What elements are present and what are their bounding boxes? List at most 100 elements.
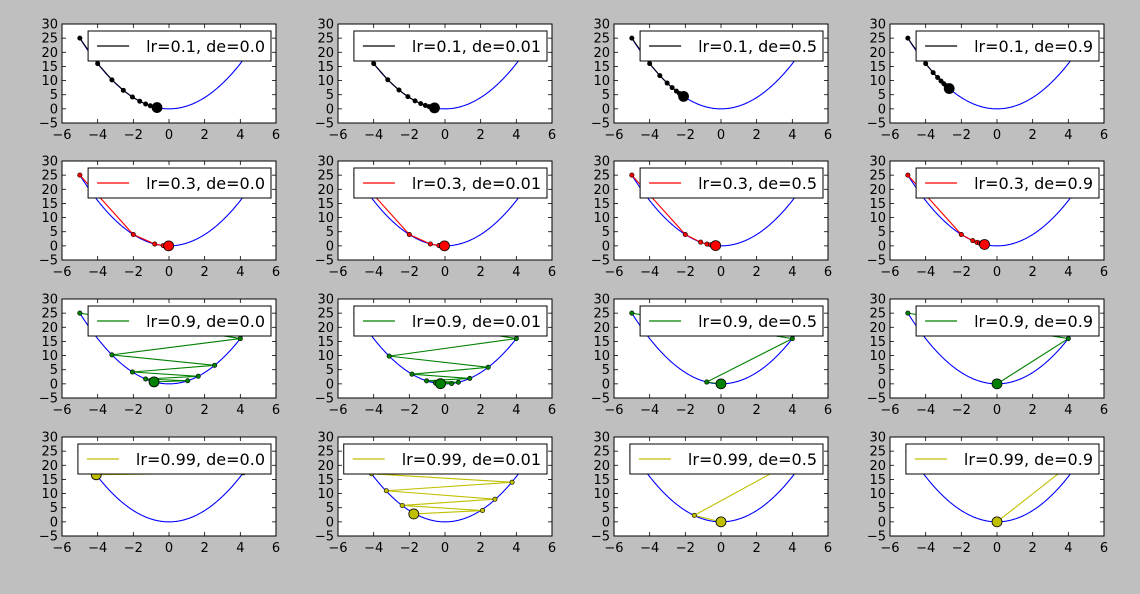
y-tick-label: 5 [50,88,58,103]
x-tick-label: 2 [753,403,761,418]
series-point [77,172,83,178]
final-point-marker [715,378,727,390]
final-point-marker [991,516,1003,528]
x-tick-label: 2 [477,128,485,143]
x-tick-label: 2 [1029,265,1037,280]
series-point [77,310,83,316]
x-tick-label: 0 [993,128,1001,143]
series-point [485,364,491,370]
y-tick-label: 25 [41,307,58,322]
x-tick-label: 6 [272,541,280,556]
y-tick-label: 15 [317,335,334,350]
y-tick-label: 25 [869,169,886,184]
y-tick-label: 5 [326,88,334,103]
x-tick-label: −2 [400,541,419,556]
legend-label: lr=0.1, de=0.01 [412,37,541,56]
legend-label: lr=0.3, de=0.0 [146,174,265,193]
series-point [664,80,670,86]
series-point [383,488,389,494]
x-tick-label: −2 [124,541,143,556]
y-tick-label: 0 [602,377,610,392]
y-tick-label: 15 [41,335,58,350]
series-point [698,239,704,245]
y-tick-label: 0 [878,515,886,530]
axes-frame [889,298,1105,399]
y-tick-label: 15 [869,335,886,350]
axes-frame [613,436,829,537]
y-tick-label: 25 [869,445,886,460]
x-tick-label: −4 [364,128,383,143]
x-tick-label: −6 [328,265,347,280]
x-tick-label: 4 [1064,265,1072,280]
legend-label: lr=0.1, de=0.0 [146,37,265,56]
y-tick-label: 5 [50,363,58,378]
y-tick-label: 5 [878,363,886,378]
series-point [129,369,135,375]
final-point-marker [163,240,175,252]
y-tick-label: 5 [878,225,886,240]
series-group [905,172,990,250]
axes-frame [61,298,277,399]
x-tick-label: 6 [824,265,832,280]
x-tick-label: −4 [364,403,383,418]
axes-frame [889,160,1105,261]
y-tick-label: −5 [867,254,886,269]
x-tick-label: −4 [916,128,935,143]
series-group [353,172,450,252]
series-point [109,77,115,83]
y-tick-label: 15 [593,473,610,488]
legend: lr=0.3, de=0.01 [353,167,548,199]
y-tick-label: −5 [867,530,886,545]
series-group [629,172,722,252]
y-tick-label: 25 [317,169,334,184]
y-tick-label: 10 [41,211,58,226]
x-tick-label: 0 [717,265,725,280]
y-tick-label: −5 [591,117,610,132]
x-tick-label: 4 [236,265,244,280]
y-tick-label: 30 [41,155,58,170]
x-tick-label: 4 [512,403,520,418]
y-tick-label: −5 [39,530,58,545]
series-point [455,379,461,385]
series-point [905,172,911,178]
legend: lr=0.99, de=0.9 [905,443,1100,475]
y-tick-label: 30 [593,18,610,33]
axes-frame [337,23,553,124]
x-tick-label: −2 [124,403,143,418]
y-tick-label: 25 [593,169,610,184]
y-tick-label: 30 [869,155,886,170]
x-tick-label: −6 [604,128,623,143]
series-point [930,70,936,76]
legend-label: lr=0.3, de=0.9 [974,174,1093,193]
series-point [629,172,635,178]
x-tick-label: 4 [788,265,796,280]
y-tick-label: 25 [317,32,334,47]
y-tick-label: 25 [593,32,610,47]
x-tick-label: −4 [640,128,659,143]
x-tick-label: 2 [753,265,761,280]
series-point [195,373,201,379]
y-tick-label: −5 [591,392,610,407]
x-tick-label: −4 [640,403,659,418]
series-point [691,512,697,518]
axes-frame [61,23,277,124]
y-tick-label: 15 [41,60,58,75]
legend-label: lr=0.9, de=0.01 [412,312,541,331]
y-tick-label: 25 [41,169,58,184]
y-tick-label: 0 [50,102,58,117]
series-point [185,378,191,384]
legend: lr=0.1, de=0.0 [87,30,272,62]
series-point [120,87,126,93]
series-point [77,35,83,41]
y-tick-label: 20 [41,321,58,336]
x-tick-label: −4 [364,541,383,556]
y-tick-label: 0 [326,515,334,530]
y-tick-label: 0 [326,239,334,254]
x-tick-label: −4 [88,265,107,280]
series-point [212,362,218,368]
x-tick-label: −6 [604,403,623,418]
x-tick-label: 6 [1100,541,1108,556]
axes-frame [337,298,553,399]
